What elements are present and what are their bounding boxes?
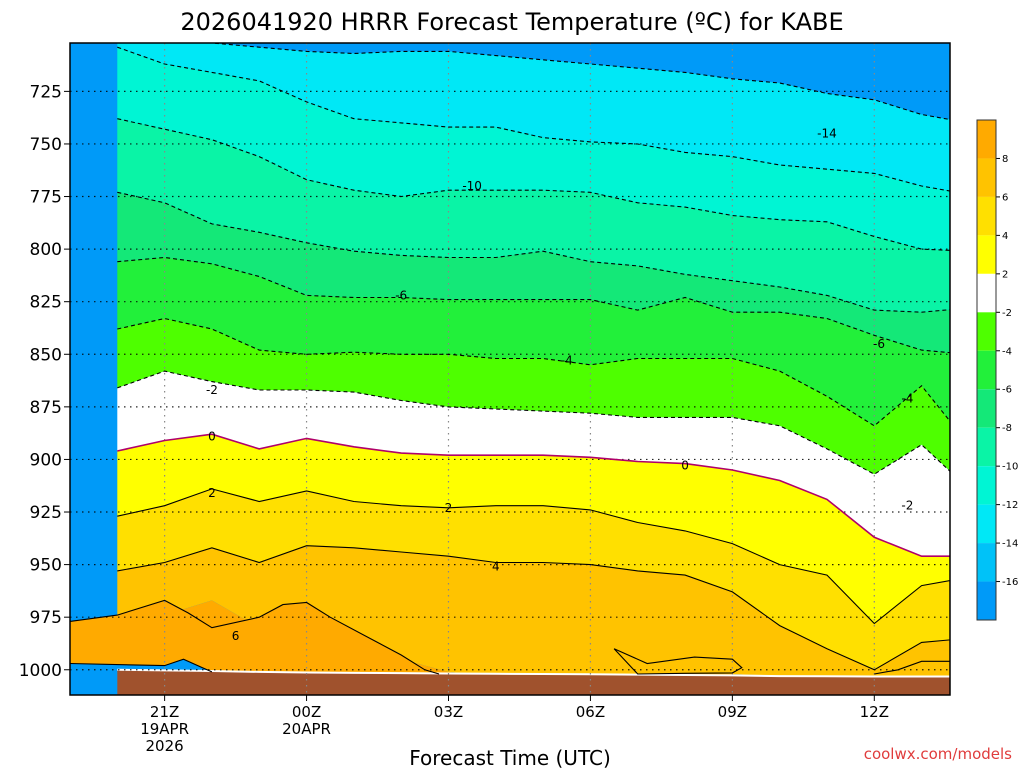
colorbar-frame	[976, 119, 997, 621]
contour-label: -2	[206, 383, 218, 397]
x-tick-label: 19APR	[140, 720, 189, 738]
y-tick-label: 800	[30, 240, 62, 260]
colorbar-segment--8	[977, 389, 996, 428]
isotherm-0	[117, 433, 950, 557]
colorbar-segment-0	[977, 235, 996, 274]
colorbar-tick-label: 8	[1002, 154, 1008, 165]
contour-label: -4	[901, 391, 913, 405]
contour-label: 4	[492, 560, 500, 574]
contour-label: -14	[817, 126, 837, 140]
chart-title: 2026041920 HRRR Forecast Temperature (ºC…	[180, 8, 843, 36]
colorbar-segment--16	[977, 543, 996, 582]
band-above--8	[117, 192, 950, 353]
colorbar-tick-label: 2	[1002, 269, 1008, 280]
colorbar-segment-2	[977, 196, 996, 236]
colorbar-segment--6	[977, 350, 996, 390]
x-tick-label: 12Z	[860, 703, 889, 721]
contour-label: 2	[208, 486, 216, 500]
colorbar-tick-label: -6	[1002, 385, 1012, 396]
colorbar-segment-6	[977, 120, 996, 159]
colorbar-tick-label: -16	[1002, 577, 1018, 588]
colorbar-tick-label: 6	[1002, 192, 1008, 203]
band-above--6	[117, 257, 950, 426]
isotherm-6-6c-bulge	[70, 599, 440, 675]
isotherm-lines	[70, 43, 950, 675]
y-tick-label: 875	[30, 398, 62, 418]
isotherm--14	[205, 43, 950, 121]
contour-label: -4	[561, 354, 573, 368]
isotherm--10	[117, 118, 950, 251]
isotherm--6	[117, 256, 950, 354]
y-axis: 725 750 775 800 825 850 875 900 925 950 975 1000	[19, 82, 70, 681]
colorbar-segment--10	[977, 427, 996, 467]
contour-label: -2	[901, 499, 913, 513]
x-tick-label: 06Z	[576, 703, 605, 721]
colorbar-legend: 8 6 4 2 -2 -4 -6 -8 -10 -12 -14 -16	[976, 119, 1018, 621]
x-tick-label: 21Z	[150, 703, 179, 721]
contour-label: 0	[208, 429, 216, 443]
band-above-4	[117, 545, 950, 677]
isotherm--4	[117, 317, 950, 427]
band-above--2	[117, 371, 950, 557]
colorbar-segment--12	[977, 466, 996, 505]
y-tick-label: 725	[30, 82, 62, 102]
colorbar-segment--4	[977, 312, 996, 351]
x-axis-title: Forecast Time (UTC)	[409, 746, 611, 768]
colorbar-segment-4	[977, 158, 996, 197]
x-tick-label: 00Z	[292, 703, 321, 721]
isotherm--8	[117, 191, 950, 313]
band-above-2	[117, 488, 950, 670]
x-tick-label: 20APR	[282, 720, 331, 738]
band-above--4	[117, 318, 950, 475]
y-tick-label: 1000	[19, 661, 62, 681]
colorbar-tick-label: -12	[1002, 500, 1018, 511]
colorbar-tick-label: -10	[1002, 462, 1018, 473]
y-tick-label: 750	[30, 135, 62, 155]
x-tick-label: 09Z	[718, 703, 747, 721]
colorbar-tick-label: -2	[1002, 308, 1012, 319]
colorbar-segment--14	[977, 504, 996, 544]
grid-lines	[70, 43, 950, 695]
colorbar-tick-label: -4	[1002, 346, 1012, 357]
y-tick-label: 950	[30, 556, 62, 576]
y-tick-label: 825	[30, 293, 62, 313]
contour-label: 6	[232, 629, 240, 643]
credit-link[interactable]: coolwx.com/models	[864, 745, 1012, 763]
contour-label: -6	[873, 337, 885, 351]
colorbar-tick-label: -8	[1002, 423, 1012, 434]
x-tick-label: 2026	[146, 737, 184, 755]
y-tick-label: 925	[30, 503, 62, 523]
isotherm-4	[117, 545, 950, 671]
plot-area: -14 -10 -6 -6 -4 -4 -2 -2 0 0 2 2 4 6	[70, 43, 950, 695]
isotherm-2	[117, 488, 950, 625]
surface-line	[117, 668, 950, 678]
band-above--12	[117, 47, 950, 251]
plot-frame	[69, 42, 951, 696]
colorbar-tick-label: -14	[1002, 539, 1018, 550]
contour-label: 2	[445, 501, 453, 515]
y-tick-label: 975	[30, 608, 62, 628]
isotherm-4-4c-near-surface	[874, 660, 950, 675]
contour-label: -10	[462, 179, 482, 193]
y-tick-label: 850	[30, 345, 62, 365]
isotherm--2	[117, 370, 950, 475]
y-tick-label: 900	[30, 450, 62, 470]
contour-labels: -14 -10 -6 -6 -4 -4 -2 -2 0 0 2 2 4 6	[206, 126, 913, 643]
colorbar-segment--18	[977, 581, 996, 620]
isotherm-8-8c-near-surface	[70, 658, 213, 673]
x-tick-label: 03Z	[434, 703, 463, 721]
ground-layer	[117, 668, 950, 695]
contour-label: 0	[681, 459, 689, 473]
colorbar-segment--2	[977, 273, 996, 313]
contour-label: -6	[395, 288, 407, 302]
band-above--10	[117, 118, 950, 313]
y-tick-label: 775	[30, 188, 62, 208]
band-above-0	[117, 434, 950, 624]
region-4c-tongue	[614, 648, 742, 674]
isotherm-4-4c-tongue	[613, 648, 743, 675]
colorbar-tick-label: 4	[1002, 231, 1008, 242]
temperature-fill-bands	[70, 43, 950, 695]
